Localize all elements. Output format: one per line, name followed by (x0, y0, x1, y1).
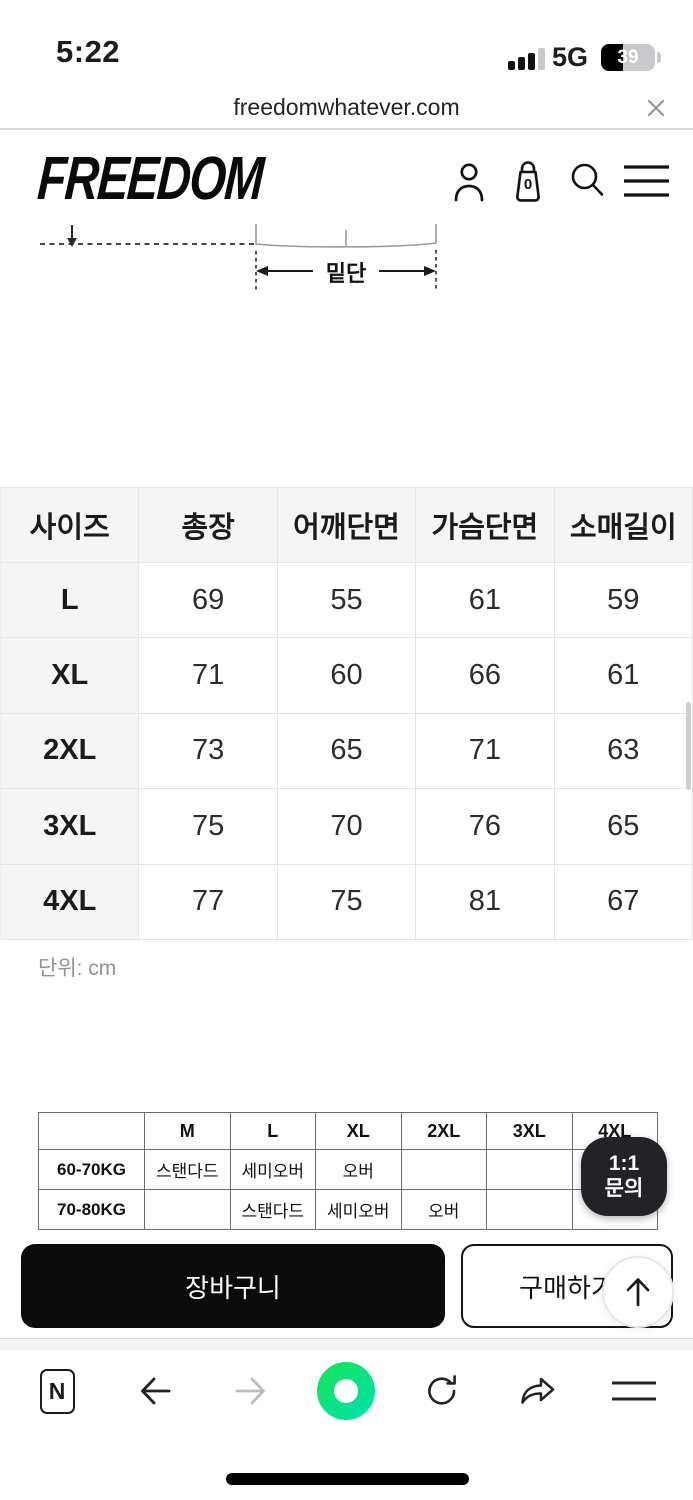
site-logo[interactable]: FREEDOM (35, 143, 265, 212)
divider (0, 128, 693, 130)
battery-percent: 39 (617, 46, 639, 68)
fit-table-cell: 세미오버 (316, 1190, 402, 1230)
size-table-cell: 66 (416, 638, 555, 714)
fit-table-header-cell: M (145, 1113, 231, 1150)
arrow-left-icon (141, 1377, 171, 1405)
size-table-row-label: L (1, 563, 140, 639)
size-table-cell: 67 (554, 864, 693, 940)
scrollbar-thumb[interactable] (686, 702, 691, 790)
fit-table-cell: 스탠다드 (145, 1150, 231, 1190)
menu-hamburger-icon[interactable] (623, 164, 670, 198)
size-table-cell: 65 (277, 713, 417, 790)
size-table-cell: 63 (554, 713, 693, 790)
size-table-row-label: 2XL (1, 713, 140, 790)
refresh-icon (428, 1375, 456, 1405)
size-table-cell: 73 (139, 713, 278, 790)
fit-table-header-cell: 3XL (487, 1113, 573, 1150)
size-table-cell: 59 (554, 563, 693, 639)
close-icon[interactable] (645, 97, 667, 119)
scroll-to-top-button[interactable] (602, 1256, 674, 1328)
battery-fill (601, 44, 624, 71)
battery-icon: 39 (601, 44, 655, 71)
fit-table-header-cell (39, 1113, 145, 1150)
size-table-header-cell: 총장 (139, 488, 278, 563)
browser-back-button[interactable] (126, 1362, 184, 1420)
browser-menu-button[interactable] (605, 1362, 663, 1420)
size-table-row-label: 3XL (1, 789, 140, 865)
home-indicator[interactable] (226, 1473, 469, 1485)
fit-table-cell (145, 1190, 231, 1230)
inquiry-fab-line1: 1:1 (608, 1152, 640, 1176)
size-table-cell: 61 (416, 563, 555, 639)
fit-table-cell (572, 1190, 658, 1230)
buy-now-label: 구매하기 (519, 1272, 615, 1303)
fit-table-cell (401, 1150, 487, 1190)
fit-table-header-cell: XL (316, 1113, 402, 1150)
fit-table-cell: 오버 (316, 1150, 402, 1190)
size-table-cell: 70 (277, 789, 417, 865)
network-type-label: 5G (552, 42, 589, 72)
size-spec-table: 사이즈 총장 어깨단면 가슴단면 소매길이 L 69 55 61 59 XL 71 60 66 61 2XL 7… (0, 487, 693, 940)
naver-logo-icon: N (39, 1368, 75, 1414)
url-address[interactable]: freedomwhatever.com (233, 94, 460, 120)
size-table-cell: 75 (139, 789, 278, 865)
size-table-cell: 71 (139, 638, 278, 714)
size-table-cell: 69 (139, 563, 278, 639)
inquiry-fab-button[interactable]: 1:1 문의 (581, 1137, 667, 1216)
size-table-cell: 75 (277, 864, 417, 940)
add-to-cart-label: 장바구니 (185, 1272, 281, 1303)
search-icon[interactable] (567, 159, 607, 201)
size-table-cell: 71 (416, 713, 555, 790)
size-table-cell: 65 (554, 789, 693, 865)
size-table-row-label: 4XL (1, 864, 140, 940)
account-icon[interactable] (450, 160, 488, 202)
unit-note: 단위: cm (38, 957, 117, 980)
browser-share-button[interactable] (509, 1362, 567, 1420)
size-table-cell: 81 (416, 864, 555, 940)
battery-cap (657, 52, 661, 63)
fit-table-cell (487, 1150, 573, 1190)
page-end-strip (0, 1338, 693, 1350)
size-table-header-cell: 소매길이 (554, 488, 693, 563)
size-table-row-label: XL (1, 638, 140, 714)
browser-refresh-button[interactable] (413, 1362, 471, 1420)
cart-bag-icon[interactable] (509, 160, 547, 204)
size-table-cell: 60 (277, 638, 417, 714)
fit-table-cell: 세미오버 (230, 1150, 316, 1190)
weight-fit-table: M L XL 2XL 3XL 4XL 60-70KG 스탠다드 세미오버 오버 70-80KG 스탠다… (38, 1112, 658, 1230)
arrow-right-icon (235, 1377, 265, 1405)
naver-home-icon (317, 1362, 375, 1420)
size-table-cell: 76 (416, 789, 555, 865)
share-forward-icon (521, 1377, 555, 1404)
status-time: 5:22 (56, 34, 121, 69)
fit-table-cell (487, 1190, 573, 1230)
fit-table-cell: 오버 (401, 1190, 487, 1230)
size-table-header-cell: 사이즈 (1, 488, 140, 563)
add-to-cart-button[interactable]: 장바구니 (21, 1244, 445, 1328)
fit-table-header-cell: 2XL (401, 1113, 487, 1150)
browser-home-button[interactable] (317, 1362, 375, 1420)
fit-table-cell: 스탠다드 (230, 1190, 316, 1230)
size-table-header-cell: 어깨단면 (277, 488, 417, 563)
garment-measure-diagram (40, 224, 437, 292)
size-table-cell: 55 (277, 563, 417, 639)
size-table-header-cell: 가슴단면 (416, 488, 555, 563)
fit-table-header-cell: L (230, 1113, 316, 1150)
hem-measure-label: 밑단 (313, 256, 379, 288)
fit-table-row-label: 70-80KG (39, 1190, 145, 1230)
menu-lines-icon (612, 1381, 656, 1401)
fit-table-row-label: 60-70KG (39, 1150, 145, 1190)
inquiry-fab-line2: 문의 (604, 1176, 644, 1200)
arrow-up-icon (626, 1278, 650, 1307)
size-table-cell: 77 (139, 864, 278, 940)
browser-forward-button[interactable] (222, 1362, 280, 1420)
signal-strength-icon (508, 48, 545, 70)
size-table-cell: 61 (554, 638, 693, 714)
naver-app-button[interactable]: N (28, 1362, 86, 1420)
